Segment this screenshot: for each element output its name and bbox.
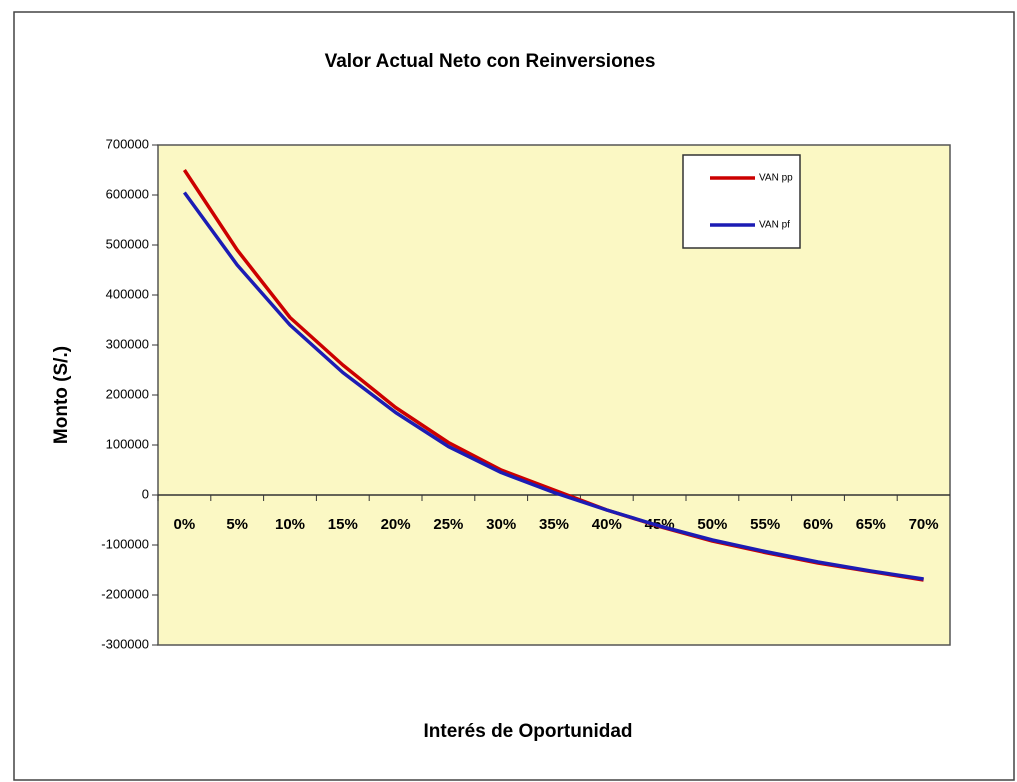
y-tick-label: 200000 [106, 386, 149, 401]
y-tick-label: 100000 [106, 436, 149, 451]
y-tick-label: -100000 [101, 536, 149, 551]
x-tick-label: 15% [328, 516, 358, 533]
legend-label: VAN pf [759, 220, 790, 231]
y-tick-label: -300000 [101, 636, 149, 651]
x-tick-label: 35% [539, 516, 569, 533]
y-tick-label: 700000 [106, 136, 149, 151]
legend-box [682, 154, 801, 249]
chart-title: Valor Actual Neto con Reinversiones [325, 51, 656, 72]
x-tick-label: 25% [433, 516, 463, 533]
y-axis-title: Monto (S/.) [51, 346, 72, 444]
y-tick-label: 300000 [106, 336, 149, 351]
y-tick-label: 600000 [106, 186, 149, 201]
x-tick-label: 5% [226, 516, 248, 533]
plot-area [157, 144, 951, 646]
x-tick-label: 70% [909, 516, 939, 533]
y-tick-label: -200000 [101, 586, 149, 601]
y-tick-label: 400000 [106, 286, 149, 301]
x-tick-label: 20% [381, 516, 411, 533]
x-tick-label: 40% [592, 516, 622, 533]
x-tick-label: 55% [750, 516, 780, 533]
x-axis-title: Interés de Oportunidad [423, 721, 632, 742]
x-tick-label: 50% [697, 516, 727, 533]
y-tick-label: 500000 [106, 236, 149, 251]
legend-label: VAN pp [759, 173, 793, 184]
x-tick-label: 10% [275, 516, 305, 533]
x-tick-label: 65% [856, 516, 886, 533]
series-line [182, 191, 924, 581]
x-tick-label: 60% [803, 516, 833, 533]
x-tick-label: 0% [174, 516, 196, 533]
x-tick-label: 30% [486, 516, 516, 533]
y-tick-label: 0 [142, 486, 149, 501]
